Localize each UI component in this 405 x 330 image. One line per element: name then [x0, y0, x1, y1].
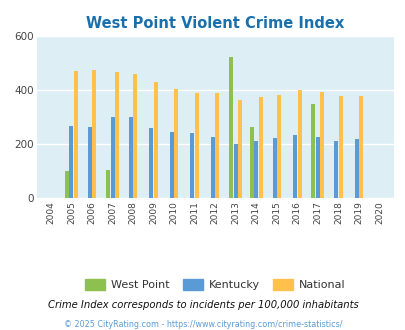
Bar	[169, 132, 173, 198]
Bar	[133, 74, 137, 198]
Legend: West Point, Kentucky, National: West Point, Kentucky, National	[81, 275, 349, 295]
Bar	[254, 141, 258, 198]
Bar	[358, 96, 362, 198]
Bar	[215, 93, 219, 198]
Bar	[110, 117, 114, 198]
Bar	[338, 96, 342, 198]
Bar	[233, 144, 237, 198]
Bar	[311, 104, 315, 198]
Bar	[354, 139, 358, 198]
Bar	[106, 170, 110, 198]
Bar	[65, 171, 69, 198]
Bar	[87, 127, 92, 198]
Bar	[194, 93, 198, 198]
Bar	[190, 133, 194, 198]
Bar	[258, 97, 262, 198]
Bar	[276, 95, 280, 198]
Bar	[292, 135, 296, 198]
Bar	[115, 72, 119, 198]
Bar	[238, 100, 242, 198]
Bar	[229, 56, 232, 198]
Bar	[333, 141, 337, 198]
Bar	[92, 70, 96, 198]
Title: West Point Violent Crime Index: West Point Violent Crime Index	[86, 16, 343, 31]
Bar	[315, 137, 319, 198]
Bar	[249, 127, 253, 198]
Bar	[149, 128, 153, 198]
Bar	[128, 116, 132, 198]
Text: Crime Index corresponds to incidents per 100,000 inhabitants: Crime Index corresponds to incidents per…	[47, 300, 358, 310]
Text: © 2025 CityRating.com - https://www.cityrating.com/crime-statistics/: © 2025 CityRating.com - https://www.city…	[64, 320, 341, 329]
Bar	[153, 82, 158, 198]
Bar	[69, 126, 73, 198]
Bar	[320, 91, 324, 198]
Bar	[272, 138, 276, 198]
Bar	[174, 89, 178, 198]
Bar	[74, 71, 78, 198]
Bar	[297, 90, 301, 198]
Bar	[211, 137, 214, 198]
